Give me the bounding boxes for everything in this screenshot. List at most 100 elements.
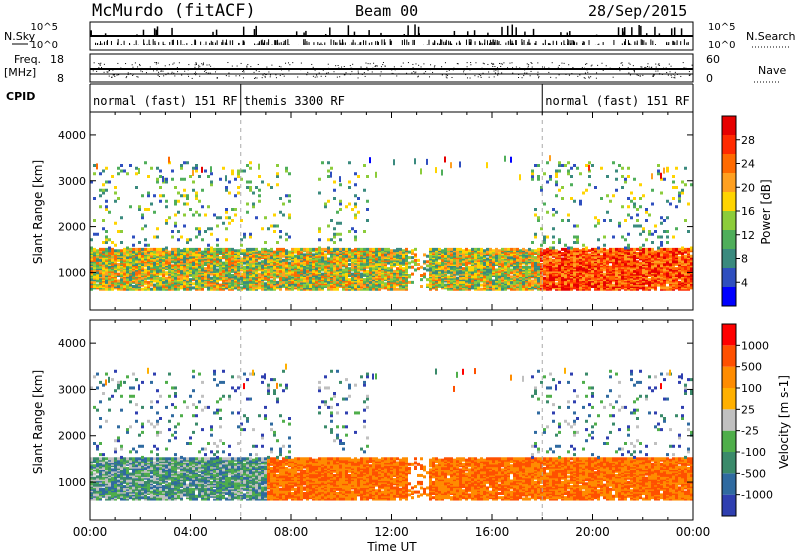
data-cell [228, 263, 231, 266]
data-cell [264, 216, 267, 220]
data-cell [342, 254, 345, 258]
data-cell [534, 263, 537, 266]
nsearch-label: N.Search [746, 30, 796, 43]
data-cell [198, 276, 201, 280]
data-cell [258, 286, 261, 290]
data-cell [429, 268, 432, 272]
data-cell [255, 216, 258, 220]
data-cell [189, 264, 192, 268]
data-cell [588, 175, 591, 178]
data-cell [318, 276, 321, 280]
data-cell [354, 216, 357, 220]
data-cell [354, 247, 357, 251]
data-cell [210, 276, 213, 280]
data-cell [561, 252, 564, 255]
data-cell [183, 282, 186, 286]
data-cell [363, 247, 366, 251]
data-cell [624, 219, 627, 222]
data-cell [537, 216, 540, 220]
data-cell [603, 272, 606, 276]
data-cell [225, 186, 228, 189]
data-cell [522, 285, 525, 288]
data-cell [216, 238, 219, 242]
data-cell [195, 169, 198, 173]
data-cell [330, 219, 333, 222]
data-cell [339, 176, 341, 183]
data-cell [288, 264, 291, 268]
data-cell [516, 272, 519, 276]
data-cell [363, 164, 366, 167]
data-cell [153, 235, 156, 239]
data-cell [225, 238, 228, 242]
data-cell [207, 227, 210, 231]
data-cell [492, 285, 495, 288]
data-cell [534, 256, 537, 260]
data-cell [504, 280, 507, 284]
data-cell [270, 279, 273, 283]
data-cell [621, 205, 624, 209]
data-cell [159, 186, 162, 189]
data-cell [378, 267, 381, 271]
data-cell [444, 283, 447, 287]
data-cell [525, 249, 528, 253]
data-cell [147, 191, 150, 195]
data-cell [216, 216, 219, 220]
data-cell [429, 254, 432, 258]
data-cell [513, 257, 516, 261]
data-cell [132, 250, 135, 254]
data-cell [393, 279, 396, 283]
data-cell [123, 247, 126, 251]
data-cell [285, 166, 288, 170]
data-cell [261, 250, 264, 254]
data-cell [543, 238, 546, 242]
data-cell [237, 186, 240, 189]
data-cell [534, 232, 537, 236]
data-cell [303, 279, 306, 283]
data-cell [156, 177, 159, 181]
data-cell [120, 249, 123, 253]
data-cell [540, 243, 543, 247]
data-cell [621, 175, 624, 178]
data-cell [315, 280, 318, 284]
data-cell [165, 253, 168, 257]
data-cell [591, 274, 594, 277]
data-cell [264, 247, 267, 251]
data-cell [519, 258, 522, 262]
data-cell [444, 156, 446, 163]
data-cell [171, 169, 174, 173]
data-cell [411, 249, 414, 253]
data-cell [456, 250, 459, 254]
data-cell [561, 278, 564, 282]
data-cell [240, 177, 243, 181]
data-cell [261, 247, 264, 251]
data-cell [483, 275, 486, 279]
data-cell [558, 250, 561, 254]
data-cell [330, 264, 333, 268]
data-cell [183, 202, 186, 206]
data-cell [243, 253, 246, 257]
data-cell [567, 169, 570, 173]
data-cell [495, 250, 498, 254]
data-cell [441, 258, 444, 262]
data-cell [96, 276, 99, 280]
data-cell [327, 249, 330, 253]
data-cell [177, 238, 180, 242]
data-cell [627, 197, 630, 200]
data-cell [249, 161, 252, 165]
data-cell [531, 241, 534, 244]
data-cell [426, 254, 429, 258]
data-cell [381, 265, 384, 269]
data-cell [471, 267, 474, 271]
data-cell [558, 169, 561, 173]
data-cell [246, 186, 249, 189]
data-cell [135, 263, 138, 266]
data-cell [477, 265, 480, 269]
data-cell [252, 260, 255, 264]
data-cell [480, 278, 483, 282]
data-cell [594, 256, 597, 260]
data-cell [519, 174, 521, 181]
data-cell [333, 287, 336, 291]
data-cell [336, 287, 339, 291]
data-cell [351, 272, 354, 276]
data-cell [198, 199, 201, 203]
